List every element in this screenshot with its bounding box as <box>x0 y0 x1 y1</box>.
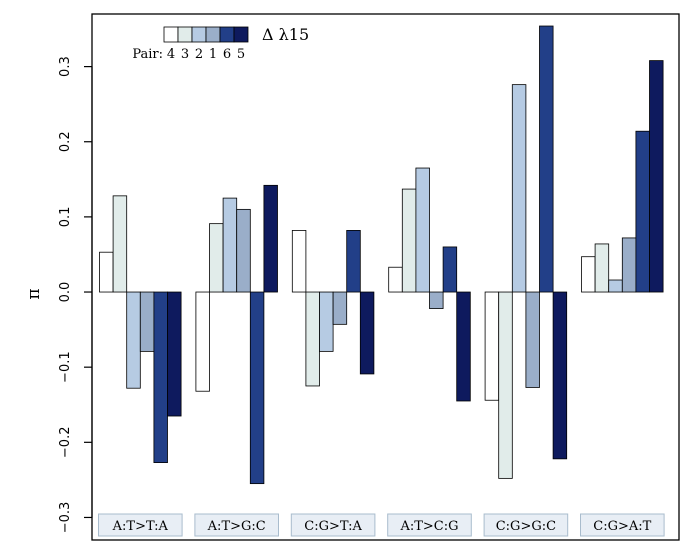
bar <box>442 246 458 293</box>
bar <box>552 291 568 460</box>
legend-pair-number: 4 <box>167 47 175 62</box>
bar <box>415 167 430 293</box>
category-label: A:T>T:A <box>112 519 169 534</box>
category-labels: A:T>T:A A:T>G:C C:G>T:A A:T>C:G C:G>G:C C:G>A… <box>98 513 665 537</box>
bar <box>456 291 471 402</box>
y-tick-label: −0.1 <box>58 351 73 383</box>
legend-pair-number: 3 <box>181 47 189 62</box>
legend-swatch <box>219 26 235 43</box>
bar <box>498 291 513 479</box>
bar <box>635 130 650 293</box>
y-tick-label: 0.0 <box>58 282 73 303</box>
bar <box>649 60 664 293</box>
bar <box>621 237 637 293</box>
bars <box>99 25 664 485</box>
legend-pair-number: 5 <box>237 47 245 62</box>
bar <box>112 195 128 293</box>
bar <box>263 184 278 293</box>
y-tick-label: 0.2 <box>58 131 73 152</box>
category-label: C:G>T:A <box>304 519 362 534</box>
bar <box>429 291 444 309</box>
bar <box>126 291 141 389</box>
bar <box>359 291 375 375</box>
bar <box>291 230 307 293</box>
bar <box>484 291 500 401</box>
y-tick-label: 0.1 <box>58 207 73 228</box>
category-box <box>387 513 472 537</box>
bar <box>511 84 527 293</box>
legend-swatch <box>205 26 221 43</box>
legend-pair-number: 1 <box>209 47 217 62</box>
category-box <box>290 513 376 537</box>
bar <box>539 25 554 293</box>
legend-pair-number: 2 <box>195 47 203 62</box>
bar <box>195 291 210 392</box>
bar <box>222 197 238 293</box>
legend-swatch <box>163 26 179 43</box>
bar <box>249 291 265 485</box>
category-box <box>580 513 665 537</box>
bar <box>525 291 540 388</box>
bar <box>153 291 168 464</box>
category-label: A:T>C:G <box>399 519 458 534</box>
legend-swatch <box>177 26 193 43</box>
legend-pair-number: 6 <box>223 47 231 62</box>
category-label: C:G>G:C <box>496 519 556 534</box>
legend-swatch <box>233 26 249 43</box>
legend: Δ λ15 Pair: 4 3 2 1 6 5 <box>132 25 309 62</box>
bar <box>581 256 596 293</box>
bar <box>167 291 182 417</box>
bar <box>319 291 334 352</box>
bar <box>608 279 623 293</box>
bar <box>99 251 114 293</box>
y-tick-label: −0.3 <box>58 502 73 534</box>
category-label: A:T>G:C <box>207 519 266 534</box>
y-tick-label: −0.2 <box>58 427 73 459</box>
bar <box>332 291 348 325</box>
y-axis-label: π <box>24 288 44 299</box>
bar <box>209 223 224 293</box>
y-axis: −0.3 −0.2 −0.1 0.0 0.1 0.2 0.3 <box>58 56 93 534</box>
bar <box>594 243 610 293</box>
legend-swatch <box>191 26 207 43</box>
y-tick-label: 0.3 <box>58 56 73 77</box>
bar <box>305 291 320 387</box>
legend-pair-label: Pair: <box>132 47 163 62</box>
bar <box>401 188 417 293</box>
bar <box>388 266 403 293</box>
category-box <box>483 513 569 537</box>
bar <box>139 291 155 352</box>
bar <box>236 208 251 293</box>
category-box <box>98 513 183 537</box>
bar <box>346 230 361 293</box>
category-box <box>194 513 279 537</box>
category-label: C:G>A:T <box>593 519 651 534</box>
legend-title: Δ λ15 <box>262 25 309 44</box>
